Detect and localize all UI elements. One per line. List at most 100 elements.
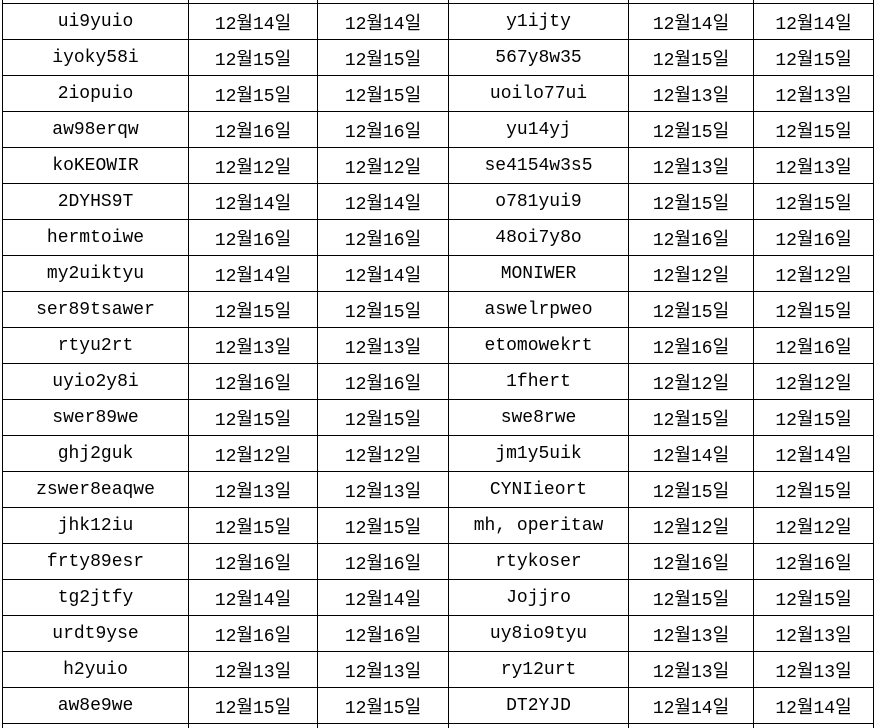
date-cell[interactable]: 12월14일	[188, 3, 318, 40]
id-cell[interactable]: MONIWER	[448, 255, 629, 292]
date-cell[interactable]: 12월12일	[628, 507, 754, 544]
date-cell[interactable]: 12월16일	[628, 543, 754, 580]
id-cell[interactable]: ghj2guk	[2, 435, 189, 472]
id-cell[interactable]: my2uiktyu	[2, 255, 189, 292]
date-cell[interactable]: 12월15일	[753, 471, 874, 508]
date-cell[interactable]: 12월15일	[628, 291, 754, 328]
date-cell[interactable]: 12월14일	[317, 3, 449, 40]
id-cell[interactable]: jhk12iu	[2, 507, 189, 544]
date-cell[interactable]: 12월14일	[317, 183, 449, 220]
id-cell[interactable]: 567y8w35	[448, 39, 629, 76]
date-cell[interactable]: 12월15일	[628, 399, 754, 436]
date-cell[interactable]: 12월16일	[188, 219, 318, 256]
date-cell[interactable]: 12월12일	[317, 147, 449, 184]
date-cell[interactable]: 12월13일	[753, 651, 874, 688]
id-cell[interactable]: jm1y5uik	[448, 435, 629, 472]
id-cell[interactable]: mh, operitaw	[448, 507, 629, 544]
id-cell[interactable]: swe8rwe	[448, 399, 629, 436]
id-cell[interactable]: swer89we	[2, 399, 189, 436]
date-cell[interactable]: 12월14일	[628, 3, 754, 40]
date-cell[interactable]: 12월12일	[188, 147, 318, 184]
date-cell[interactable]: 12월16일	[753, 543, 874, 580]
date-cell[interactable]: 12월12일	[628, 363, 754, 400]
date-cell[interactable]: 12월15일	[628, 111, 754, 148]
date-cell[interactable]: 12월13일	[188, 471, 318, 508]
id-cell[interactable]: CYNIieort	[448, 471, 629, 508]
date-cell[interactable]: 12월15일	[188, 399, 318, 436]
date-cell[interactable]: 12월12일	[753, 507, 874, 544]
empty-cell[interactable]	[188, 723, 318, 728]
date-cell[interactable]: 12월15일	[317, 291, 449, 328]
date-cell[interactable]: 12월13일	[317, 327, 449, 364]
date-cell[interactable]: 12월14일	[188, 255, 318, 292]
date-cell[interactable]: 12월15일	[628, 579, 754, 616]
id-cell[interactable]: tg2jtfy	[2, 579, 189, 616]
date-cell[interactable]: 12월12일	[628, 255, 754, 292]
date-cell[interactable]: 12월16일	[317, 111, 449, 148]
id-cell[interactable]: uy8io9tyu	[448, 615, 629, 652]
date-cell[interactable]: 12월13일	[628, 615, 754, 652]
date-cell[interactable]: 12월14일	[628, 435, 754, 472]
date-cell[interactable]: 12월15일	[753, 579, 874, 616]
empty-cell[interactable]	[753, 723, 874, 728]
date-cell[interactable]: 12월14일	[188, 579, 318, 616]
id-cell[interactable]: o781yui9	[448, 183, 629, 220]
date-cell[interactable]: 12월16일	[753, 219, 874, 256]
date-cell[interactable]: 12월16일	[317, 615, 449, 652]
date-cell[interactable]: 12월13일	[188, 327, 318, 364]
date-cell[interactable]: 12월16일	[188, 111, 318, 148]
id-cell[interactable]: aw8e9we	[2, 687, 189, 724]
id-cell[interactable]: 2iopuio	[2, 75, 189, 112]
date-cell[interactable]: 12월15일	[188, 687, 318, 724]
id-cell[interactable]: Jojjro	[448, 579, 629, 616]
id-cell[interactable]: iyoky58i	[2, 39, 189, 76]
date-cell[interactable]: 12월15일	[317, 75, 449, 112]
date-cell[interactable]: 12월14일	[753, 3, 874, 40]
id-cell[interactable]: ry12urt	[448, 651, 629, 688]
date-cell[interactable]: 12월14일	[188, 183, 318, 220]
date-cell[interactable]: 12월16일	[188, 543, 318, 580]
date-cell[interactable]: 12월12일	[753, 363, 874, 400]
id-cell[interactable]: aw98erqw	[2, 111, 189, 148]
date-cell[interactable]: 12월13일	[753, 75, 874, 112]
id-cell[interactable]: urdt9yse	[2, 615, 189, 652]
date-cell[interactable]: 12월16일	[753, 327, 874, 364]
date-cell[interactable]: 12월13일	[317, 471, 449, 508]
date-cell[interactable]: 12월15일	[753, 399, 874, 436]
date-cell[interactable]: 12월15일	[753, 111, 874, 148]
date-cell[interactable]: 12월15일	[317, 507, 449, 544]
id-cell[interactable]: 1fhert	[448, 363, 629, 400]
date-cell[interactable]: 12월12일	[188, 435, 318, 472]
id-cell[interactable]: ser89tsawer	[2, 291, 189, 328]
empty-cell[interactable]	[2, 723, 189, 728]
date-cell[interactable]: 12월13일	[753, 615, 874, 652]
date-cell[interactable]: 12월15일	[188, 507, 318, 544]
date-cell[interactable]: 12월15일	[753, 39, 874, 76]
date-cell[interactable]: 12월15일	[188, 75, 318, 112]
date-cell[interactable]: 12월15일	[188, 39, 318, 76]
id-cell[interactable]: 48oi7y8o	[448, 219, 629, 256]
id-cell[interactable]: uoilo77ui	[448, 75, 629, 112]
date-cell[interactable]: 12월16일	[317, 219, 449, 256]
id-cell[interactable]: h2yuio	[2, 651, 189, 688]
id-cell[interactable]: se4154w3s5	[448, 147, 629, 184]
date-cell[interactable]: 12월14일	[317, 255, 449, 292]
date-cell[interactable]: 12월14일	[753, 435, 874, 472]
date-cell[interactable]: 12월13일	[188, 651, 318, 688]
date-cell[interactable]: 12월15일	[628, 183, 754, 220]
id-cell[interactable]: hermtoiwe	[2, 219, 189, 256]
date-cell[interactable]: 12월15일	[317, 687, 449, 724]
date-cell[interactable]: 12월13일	[628, 75, 754, 112]
date-cell[interactable]: 12월15일	[188, 291, 318, 328]
date-cell[interactable]: 12월16일	[188, 363, 318, 400]
id-cell[interactable]: etomowekrt	[448, 327, 629, 364]
date-cell[interactable]: 12월14일	[628, 687, 754, 724]
date-cell[interactable]: 12월14일	[753, 687, 874, 724]
id-cell[interactable]: DT2YJD	[448, 687, 629, 724]
id-cell[interactable]: y1ijty	[448, 3, 629, 40]
id-cell[interactable]: uyio2y8i	[2, 363, 189, 400]
date-cell[interactable]: 12월16일	[317, 363, 449, 400]
id-cell[interactable]: rtyu2rt	[2, 327, 189, 364]
date-cell[interactable]: 12월15일	[753, 291, 874, 328]
empty-cell[interactable]	[448, 723, 629, 728]
